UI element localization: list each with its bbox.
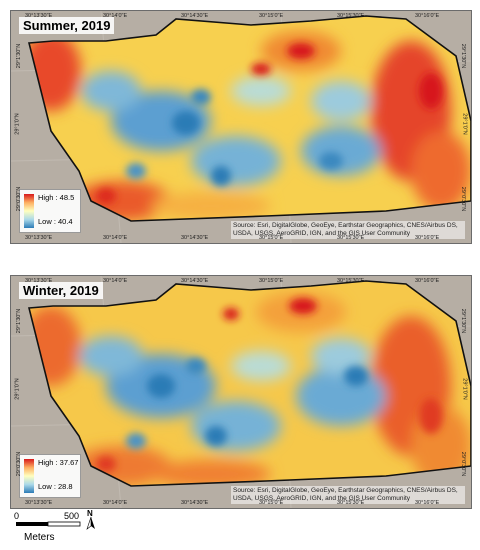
legend: High : 48.5 Low : 40.4: [19, 189, 81, 233]
scale-bar: 0 500 Meters: [14, 511, 81, 543]
tick-bottom: 30°16'0"E: [415, 500, 440, 506]
legend-low-label: Low : 40.4: [38, 217, 73, 226]
tick-top: 30°14'0"E: [103, 278, 128, 284]
tick-left: 29°0'30"N: [16, 451, 23, 477]
tick-bottom: 30°15'0"E: [259, 500, 284, 506]
scale-max-label: 500: [64, 511, 79, 521]
tick-bottom: 30°14'0"E: [103, 235, 128, 241]
tick-bottom: 30°15'0"E: [259, 235, 284, 241]
legend-high-label: High : 37.67: [38, 458, 79, 467]
tick-top: 30°14'30"E: [181, 278, 209, 284]
legend-high-label: High : 48.5: [38, 193, 75, 202]
tick-bottom: 30°16'0"E: [415, 235, 440, 241]
summer-heatmap: [11, 11, 471, 243]
tick-bottom: 30°14'0"E: [103, 500, 128, 506]
tick-top: 30°15'30"E: [337, 278, 365, 284]
tick-top: 30°16'0"E: [415, 13, 440, 19]
tick-right: 29°0'30"N: [459, 451, 466, 477]
winter-heatmap: [11, 276, 471, 508]
tick-left: 29°1'0"N: [14, 378, 21, 400]
winter-map-panel: Winter, 2019 High : 37.67 Low : 28.8 Sou…: [10, 275, 472, 509]
scale-unit-label: Meters: [24, 532, 55, 543]
north-label: N: [87, 509, 93, 518]
tick-right: 29°1'0"N: [461, 378, 468, 400]
north-arrow-icon: N: [86, 509, 95, 530]
tick-left: 29°1'30"N: [16, 308, 23, 334]
tick-bottom: 30°14'30"E: [181, 500, 209, 506]
tick-right: 29°1'30"N: [459, 308, 466, 334]
tick-bottom: 30°14'30"E: [181, 235, 209, 241]
tick-left: 29°0'30"N: [16, 186, 23, 212]
scale-segment-light: [47, 521, 81, 527]
legend: High : 37.67 Low : 28.8: [19, 454, 81, 498]
tick-top: 30°15'30"E: [337, 13, 365, 19]
tick-bottom: 30°13'30"E: [25, 500, 53, 506]
map-title: Summer, 2019: [19, 17, 115, 34]
map-title: Winter, 2019: [19, 282, 103, 299]
scale-segment-dark: [16, 522, 48, 526]
tick-bottom: 30°13'30"E: [25, 235, 53, 241]
tick-top: 30°14'30"E: [181, 13, 209, 19]
color-ramp: [24, 459, 34, 493]
tick-right: 29°1'30"N: [459, 43, 466, 69]
tick-top: 30°13'30"E: [25, 13, 53, 19]
tick-top: 30°14'0"E: [103, 13, 128, 19]
source-credit: Source: Esri, DigitalGlobe, GeoEye, Eart…: [231, 486, 465, 504]
summer-map-panel: Summer, 2019 High : 48.5 Low : 40.4 Sour…: [10, 10, 472, 244]
tick-top: 30°15'0"E: [259, 13, 284, 19]
tick-left: 29°1'30"N: [16, 43, 23, 69]
tick-top: 30°16'0"E: [415, 278, 440, 284]
source-credit: Source: Esri, DigitalGlobe, GeoEye, Eart…: [231, 221, 465, 239]
tick-right: 29°0'30"N: [459, 186, 466, 212]
tick-bottom: 30°15'30"E: [337, 235, 365, 241]
tick-top: 30°15'0"E: [259, 278, 284, 284]
tick-right: 29°1'0"N: [461, 113, 468, 135]
color-ramp: [24, 194, 34, 228]
tick-left: 29°1'0"N: [14, 113, 21, 135]
scale-zero-label: 0: [14, 511, 19, 521]
tick-bottom: 30°15'30"E: [337, 500, 365, 506]
legend-low-label: Low : 28.8: [38, 482, 73, 491]
tick-top: 30°13'30"E: [25, 278, 53, 284]
